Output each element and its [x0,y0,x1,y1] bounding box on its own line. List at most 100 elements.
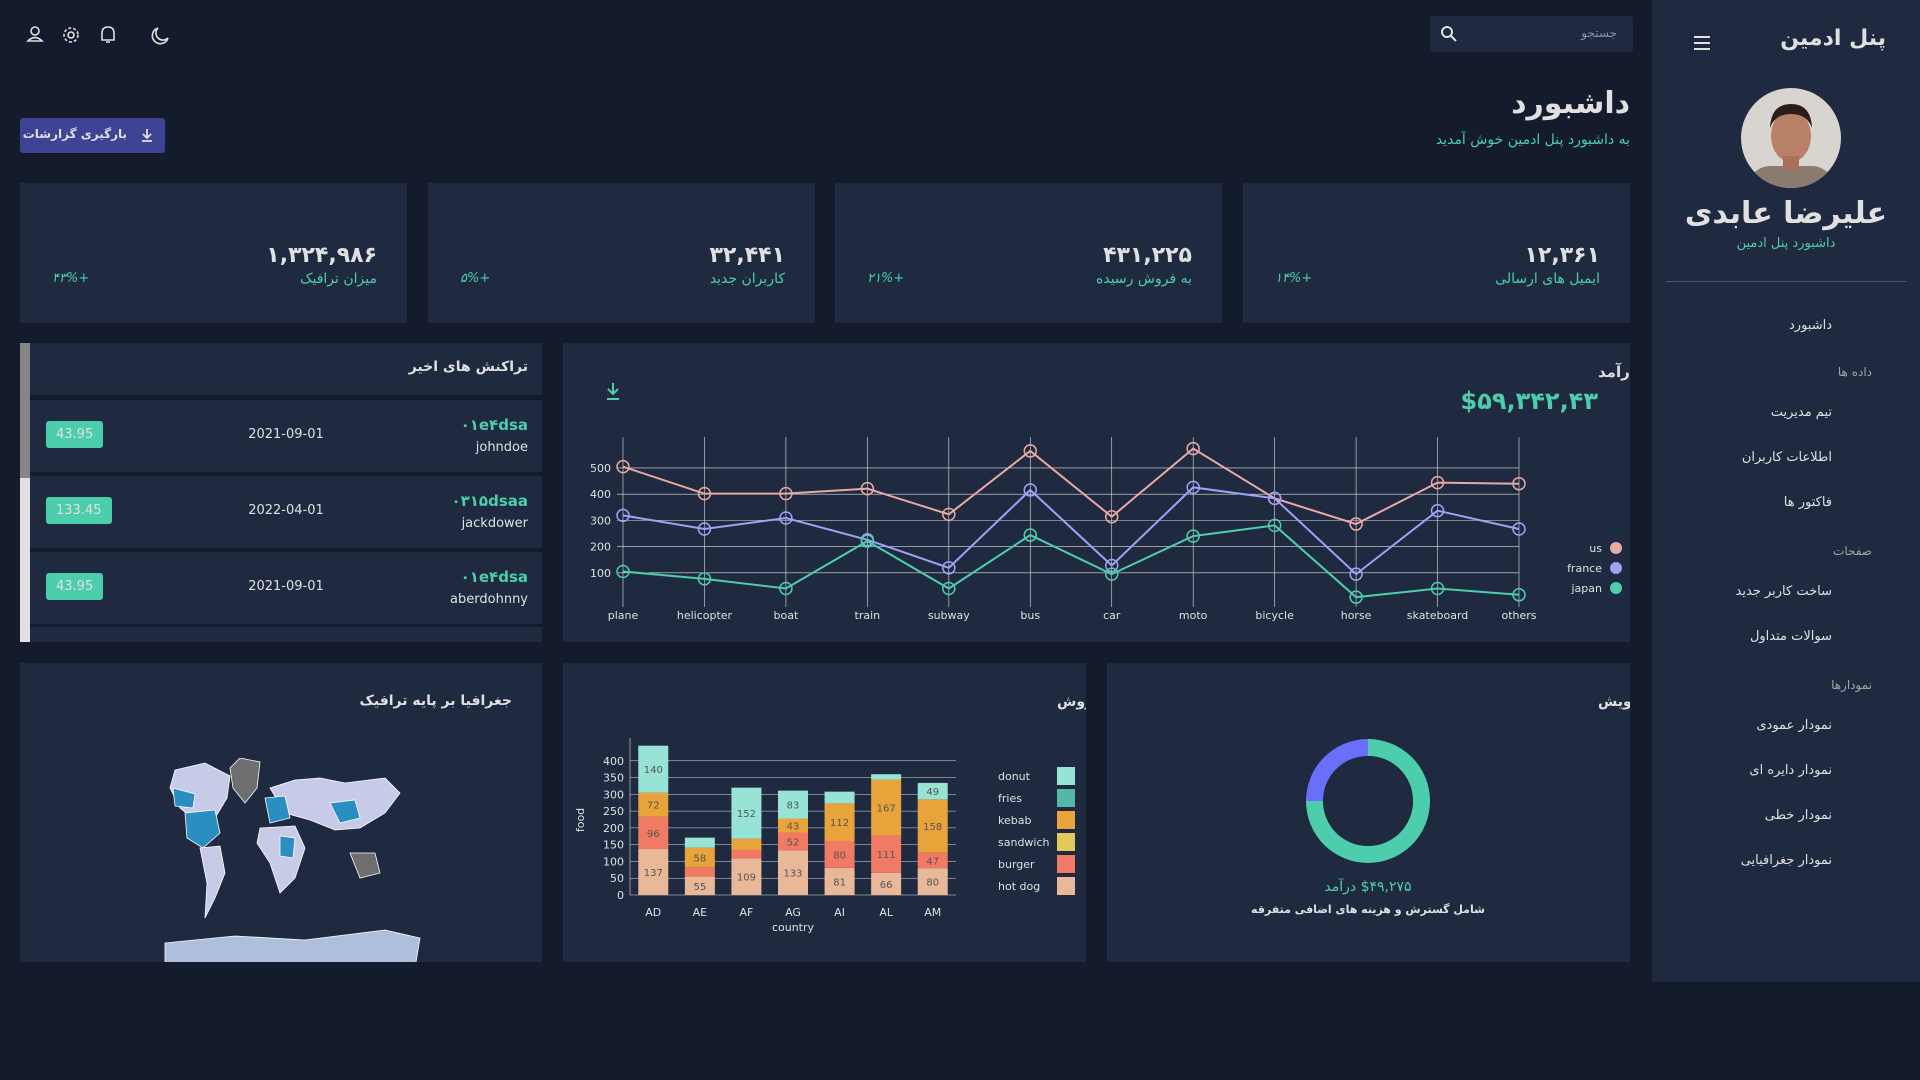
point [860,534,875,548]
pie-slice [1306,739,1368,801]
stat-value: ۴۳۱,۲۲۵ [1103,243,1192,268]
bar-segment [917,852,948,869]
menu-item[interactable]: اطلاعات کاربران [1741,450,1832,465]
chart-title: میزان فروش [1057,694,1086,710]
legend-swatch [1057,877,1075,895]
pie-annotation: $۴۹,۲۷۵ درآمد [1324,878,1411,895]
legend-swatch [1057,811,1075,829]
point [616,459,630,474]
transaction-date: 2021-09-01 [248,427,324,442]
menu-item[interactable]: سوالات متداول [1749,629,1832,644]
point [1104,567,1119,581]
stat-label: ایمیل های ارسالی [1495,271,1600,287]
bar-segment [684,867,715,877]
transaction-user: jackdower [461,516,528,531]
legend-swatch [1610,582,1622,594]
point [1186,480,1200,495]
x-axis-title: country [772,921,815,934]
sidebar: پنل ادمین علیرضا عابدی داشبورد پنل ادمین… [1652,0,1920,982]
bar-value-label: 66 [880,880,893,891]
point [697,522,712,536]
bar-segment [917,868,948,895]
bar-value-label: 96 [647,829,660,840]
point [1023,483,1038,497]
stat-value: ۳۲,۴۴۱ [709,243,786,268]
point [860,481,875,496]
y-tick-label: 200 [603,822,624,835]
legend-label: sandwich [998,836,1050,849]
menu-toggle[interactable] [1692,33,1714,53]
menu-item[interactable]: فاکتور ها [1783,495,1832,510]
point [1186,441,1200,456]
bar-value-label: 49 [926,787,939,798]
bar-value-label: 43 [787,822,800,833]
legend-label: hot dog [998,880,1040,893]
bar-segment [824,791,855,804]
menu-item[interactable]: نمودار خطی [1764,808,1832,823]
bar-segment [824,803,855,841]
transaction-id: ۰۱e۴dsa [460,568,528,586]
bar-value-label: 152 [737,809,756,820]
x-tick-label: skateboard [1407,609,1469,622]
y-tick-label: 350 [603,772,624,785]
y-tick-label: 500 [590,462,611,475]
bar-value-label: 158 [923,822,942,833]
x-tick-label: AF [739,906,753,919]
bar-segment [731,850,762,859]
x-tick-label: others [1501,609,1536,622]
transaction-user: johndoe [475,440,528,455]
search-box[interactable]: جستجو [1430,16,1633,52]
menu-item[interactable]: تیم مدیریت [1770,405,1832,420]
donut-hole [1323,756,1413,846]
menu-item[interactable]: داشبورد [1789,318,1832,333]
bar-value-label: 111 [877,850,896,861]
x-tick-label: AL [879,906,894,919]
point [779,511,793,525]
menu-item[interactable]: ساخت کاربر جدید [1735,584,1832,599]
x-tick-label: AG [785,906,801,919]
transaction-cost: 43.95 [46,421,104,448]
menu-item[interactable]: نمودار جغرافیایی [1740,853,1832,868]
point [616,564,630,579]
bar-value-label: 83 [787,801,800,812]
bar-segment [824,840,855,868]
bar-segment [778,790,808,819]
x-tick-label: car [1103,609,1121,622]
icon-group[interactable] [20,22,190,48]
stat-change: +۱۴% [1275,271,1313,286]
bar-value-label: 52 [787,838,800,849]
pie-chart: پویش $۴۹,۲۷۵ درآمد شامل گسترش و هزینه های … [1251,694,1637,916]
bar-segment [871,872,902,895]
transaction-id: ۰۳۱۵dsaa [451,492,528,510]
point [1512,522,1526,536]
menu-item[interactable]: نمودار عمودی [1756,718,1832,733]
download-icon[interactable] [607,383,619,400]
transaction-row: ۰۱e۴dsa johndoe 2021-09-01 43.95 [30,400,542,472]
y-tick-label: 150 [603,839,624,852]
scrollbar-thumb[interactable] [20,343,30,478]
search-placeholder: جستجو [1581,26,1617,40]
bar-segment [731,787,762,839]
stat-change: +۴۳% [52,271,90,286]
menu-item[interactable]: نمودار دایره ای [1749,763,1832,778]
point [942,561,956,575]
y-tick-label: 400 [590,488,611,501]
bar-segment [778,850,808,895]
transaction-user: aberdohnny [450,592,528,607]
bar-segment [638,849,669,895]
x-tick-label: subway [928,609,970,622]
download-button[interactable]: بارگیری گزارشات [20,118,165,153]
bar-segment [684,847,715,868]
legend-label: donut [998,770,1031,783]
transaction-row-partial [30,627,542,642]
point [779,581,793,596]
stat-label: کاربران جدید [709,271,785,287]
chart-title: درآمد [1598,363,1630,381]
point [1349,567,1363,581]
legend-swatch [1057,767,1075,785]
stat-label: به فروش رسیده [1096,271,1192,287]
search-icon[interactable] [1440,25,1458,43]
bar-value-label: 80 [833,850,846,861]
sidebar-title: پنل ادمین [1780,26,1886,51]
